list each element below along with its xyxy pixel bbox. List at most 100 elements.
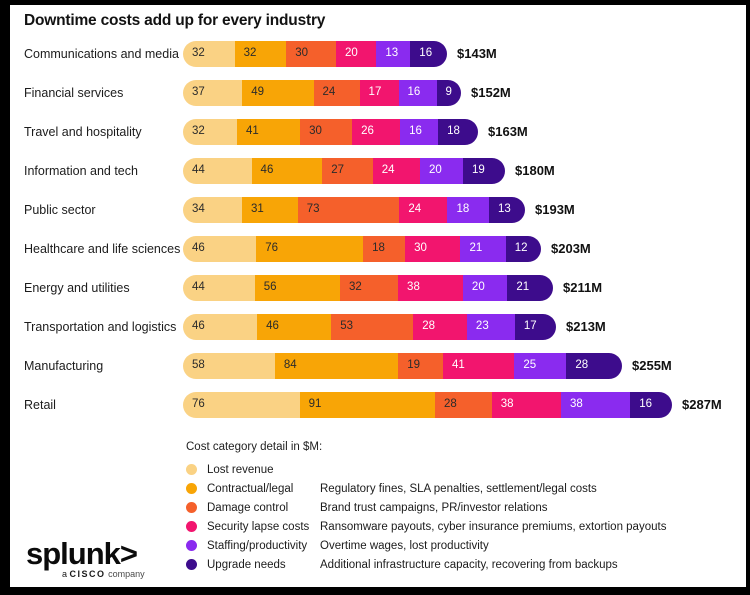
bar-segment: 25 — [514, 352, 567, 379]
segment-value: 38 — [407, 280, 420, 293]
bar-segment: 18 — [438, 118, 478, 145]
stacked-bar: 34 31 73 24 18 13 — [183, 196, 525, 223]
stacked-bar: 37 49 24 17 16 9 — [183, 79, 461, 106]
bar-segment: 73 — [297, 196, 400, 223]
legend-dot-icon — [186, 559, 197, 570]
stacked-bar: 44 56 32 38 20 21 — [183, 274, 553, 301]
segment-value: 31 — [251, 202, 264, 215]
bar-segment: 34 — [183, 196, 242, 223]
segment-value: 18 — [456, 202, 470, 215]
stacked-bar: 32 32 30 20 13 16 — [183, 40, 447, 67]
segment-value: 13 — [497, 202, 511, 215]
segment-value: 24 — [408, 202, 422, 215]
segment-value: 56 — [263, 280, 277, 293]
segment-value: 16 — [639, 397, 653, 410]
segment-value: 32 — [243, 46, 257, 59]
segment-value: 91 — [308, 397, 322, 410]
bar-segment: 37 — [183, 79, 243, 106]
bar-segment: 13 — [376, 40, 411, 67]
legend-label: Lost revenue — [207, 463, 274, 476]
legend-item: Security lapse costs Ransomware payouts, … — [186, 517, 746, 536]
bar-segment: 30 — [300, 118, 353, 145]
bar-segment: 46 — [183, 235, 257, 262]
segment-value: 20 — [428, 163, 442, 176]
bar-segment: 21 — [460, 235, 506, 262]
segment-value: 25 — [523, 358, 537, 371]
legend-item: Lost revenue — [186, 460, 746, 479]
segment-value: 24 — [381, 163, 395, 176]
segment-value: 24 — [322, 85, 336, 98]
row-total: $287M — [682, 397, 722, 412]
industry-label: Public sector — [24, 202, 96, 217]
industry-row: Public sector 34 31 73 24 18 13 $193M — [24, 190, 746, 229]
bar-segment: 20 — [462, 274, 508, 301]
segment-value: 76 — [192, 397, 205, 410]
stacked-bar: 46 76 18 30 21 12 — [183, 235, 541, 262]
bar-segment: 18 — [447, 196, 489, 223]
industry-row: Retail 76 91 28 38 38 16 $287M — [24, 385, 746, 424]
segment-value: 17 — [368, 85, 382, 98]
bar-segment: 16 — [398, 79, 437, 106]
segment-value: 30 — [295, 46, 309, 59]
segment-value: 38 — [570, 397, 583, 410]
bar-segment: 24 — [399, 196, 448, 223]
industry-label: Financial services — [24, 85, 124, 100]
bar-segment: 16 — [630, 391, 672, 418]
segment-value: 44 — [192, 163, 205, 176]
segment-value: 53 — [340, 319, 354, 332]
row-total: $163M — [488, 124, 528, 139]
legend-description: Overtime wages, lost productivity — [320, 539, 489, 552]
bar-segment: 53 — [331, 313, 414, 340]
legend-dot-icon — [186, 502, 197, 513]
industry-label: Travel and hospitality — [24, 124, 142, 139]
bar-segment: 9 — [436, 79, 461, 106]
segment-value: 16 — [409, 124, 422, 137]
row-total: $152M — [471, 85, 511, 100]
bar-segment: 32 — [183, 40, 235, 67]
bar-segment: 91 — [299, 391, 436, 418]
bar-segment: 19 — [398, 352, 443, 379]
legend-description: Regulatory fines, SLA penalties, settlem… — [320, 482, 597, 495]
industry-row: Communications and media 32 32 30 20 13 16 $143… — [24, 34, 746, 73]
legend-description: Ransomware payouts, cyber insurance prem… — [320, 520, 667, 533]
industry-label: Transportation and logistics — [24, 319, 177, 334]
segment-value: 44 — [192, 280, 205, 293]
segment-value: 73 — [306, 202, 320, 215]
bar-segment: 16 — [410, 40, 447, 67]
segment-value: 23 — [475, 319, 489, 332]
industry-label: Information and tech — [24, 163, 138, 178]
bar-segment: 30 — [405, 235, 461, 262]
industry-row: Healthcare and life sciences 46 76 18 30 21 12… — [24, 229, 746, 268]
stacked-bar: 46 46 53 28 23 17 — [183, 313, 556, 340]
industry-row: Travel and hospitality 32 41 30 26 16 18 $163M — [24, 112, 746, 151]
legend-label: Staffing/productivity — [207, 539, 308, 552]
bar-segment: 18 — [363, 235, 406, 262]
row-total: $255M — [632, 358, 672, 373]
bar-segment: 46 — [183, 313, 258, 340]
legend-dot-icon — [186, 540, 197, 551]
cisco-brand: CISCO — [69, 569, 106, 579]
segment-value: 32 — [192, 46, 205, 59]
bar-segment: 26 — [352, 118, 401, 145]
segment-value: 34 — [192, 202, 205, 215]
segment-value: 28 — [422, 319, 436, 332]
segment-value: 9 — [445, 85, 452, 98]
bar-segment: 49 — [242, 79, 314, 106]
segment-value: 12 — [514, 241, 528, 254]
segment-value: 41 — [246, 124, 259, 137]
segment-value: 38 — [500, 397, 514, 410]
segment-value: 32 — [348, 280, 362, 293]
legend: Cost category detail in $M: Lost revenue… — [186, 441, 746, 574]
industry-label: Energy and utilities — [24, 280, 130, 295]
industry-label: Healthcare and life sciences — [24, 241, 181, 256]
bar-segment: 46 — [251, 157, 323, 184]
legend-dot-icon — [186, 483, 197, 494]
segment-value: 26 — [361, 124, 374, 137]
stacked-bar: 76 91 28 38 38 16 — [183, 391, 672, 418]
segment-value: 21 — [516, 280, 530, 293]
legend-item: Staffing/productivity Overtime wages, los… — [186, 536, 746, 555]
bar-segment: 32 — [183, 118, 238, 145]
segment-value: 20 — [471, 280, 485, 293]
legend-item: Damage control Brand trust campaigns, PR/… — [186, 498, 746, 517]
bar-segment: 41 — [237, 118, 301, 145]
